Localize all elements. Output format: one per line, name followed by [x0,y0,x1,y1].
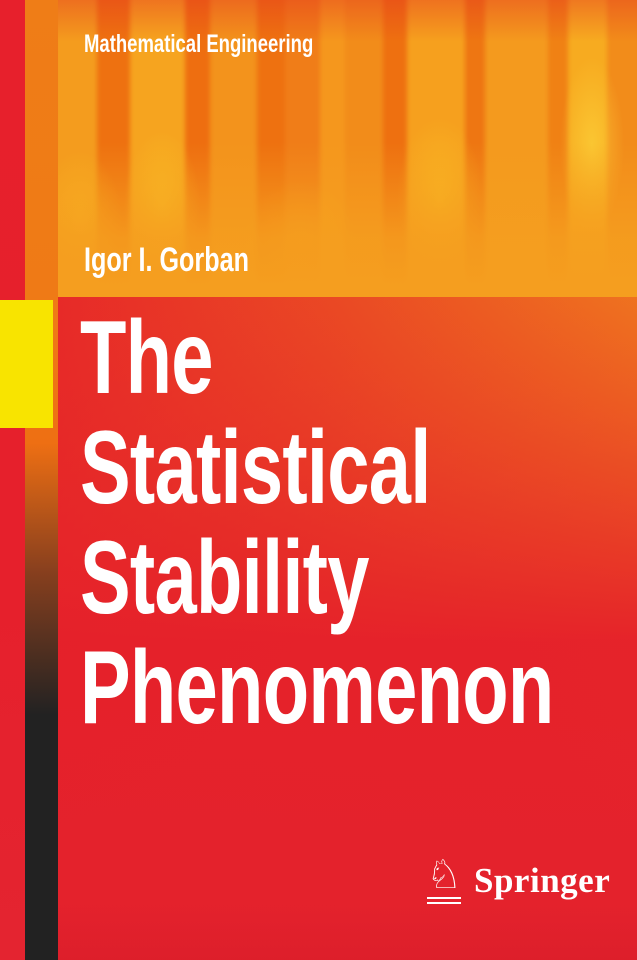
stripe [320,0,345,297]
title-line-4: Phenomenon [80,630,554,746]
stripe [465,0,485,297]
logo-underline-top [427,896,461,899]
publisher-wordmark: Springer [474,861,611,900]
book-title: The Statistical Stability Phenomenon [80,303,554,743]
logo-underline-bottom [427,901,461,904]
stripe [607,0,637,297]
yellow-accent-square [0,300,53,428]
title-line-2: Statistical [80,410,431,526]
stripe [568,0,607,297]
stripe [345,0,383,297]
series-title: Mathematical Engineering [84,30,314,58]
stripe [548,0,568,297]
publisher-logo: ♘ Springer [424,855,610,905]
author-name: Igor I. Gorban [84,241,249,279]
left-red-strip [0,0,25,960]
chess-knight-glyph: ♘ [426,852,462,898]
stripe [407,0,465,297]
springer-horse-icon: ♘ [424,855,464,905]
stripe [485,0,548,297]
title-line-3: Stability [80,520,369,636]
title-line-1: The [80,300,214,416]
stripe [383,0,407,297]
title-panel [58,297,637,960]
